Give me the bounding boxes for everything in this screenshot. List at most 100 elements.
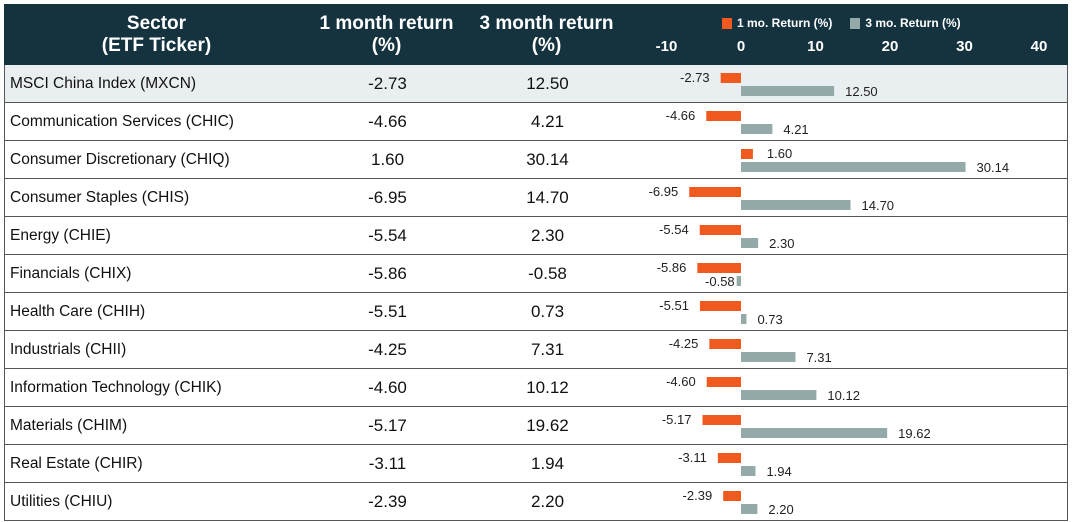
data-label-1m: -2.39 <box>683 488 713 503</box>
header-sector: Sector (ETF Ticker) <box>4 13 309 57</box>
table-row: Energy (CHIE) -5.54 2.30 <box>5 217 1067 255</box>
return-3m: -0.58 <box>528 264 567 283</box>
table-row: Health Care (CHIH) -5.51 0.73 <box>5 293 1067 331</box>
data-label-3m: 4.21 <box>783 122 808 137</box>
table-row: MSCI China Index (MXCN) -2.73 12.50 <box>5 65 1067 103</box>
header-3m-line1: 3 month return <box>479 13 614 34</box>
bar-3m <box>741 504 758 514</box>
bar-chart: -2.73 12.50 -4.66 4.21 1.60 30.14 -6.95 14.70 -5… <box>649 70 1010 517</box>
return-1m: -4.66 <box>368 112 407 131</box>
data-label-1m: -4.66 <box>666 108 696 123</box>
bar-3m <box>741 466 756 476</box>
header-1m-line2: (%) <box>371 35 402 56</box>
header-3m-line2: (%) <box>531 35 562 56</box>
return-3m: 19.62 <box>526 416 569 435</box>
data-label-3m: -0.58 <box>705 274 735 289</box>
bar-3m <box>741 314 747 324</box>
table-row: Consumer Staples (CHIS) -6.95 14.70 <box>5 179 1067 217</box>
bar-1m <box>741 149 753 159</box>
return-3m: 7.31 <box>530 340 565 359</box>
sector-name: Materials (CHIM) <box>10 417 128 434</box>
return-1m: -5.86 <box>368 264 407 283</box>
bar-3m <box>741 124 773 134</box>
sector-name: Information Technology (CHIK) <box>10 379 222 396</box>
table-row: Financials (CHIX) -5.86 -0.58 <box>5 255 1067 293</box>
data-label-1m: -5.51 <box>659 298 689 313</box>
bar-3m <box>741 86 835 96</box>
sector-name: Energy (CHIE) <box>10 227 111 244</box>
return-1m: 1.60 <box>370 150 405 169</box>
return-1m: -2.73 <box>368 74 407 93</box>
x-tick-label: -10 <box>655 38 678 55</box>
return-3m: 2.20 <box>530 492 565 511</box>
bar-1m <box>699 301 741 311</box>
data-label-3m: 10.12 <box>827 388 860 403</box>
table-row: Real Estate (CHIR) -3.11 1.94 <box>5 445 1067 483</box>
chart-legend: 1 mo. Return (%) 3 mo. Return (%) <box>722 16 979 30</box>
header-1m-line1: 1 month return <box>319 13 454 34</box>
return-1m: -2.39 <box>368 492 407 511</box>
x-tick-label: 10 <box>807 38 824 55</box>
return-3m: 10.12 <box>526 378 569 397</box>
return-1m: -5.54 <box>368 226 407 245</box>
data-label-1m: -5.86 <box>657 260 687 275</box>
data-label-3m: 19.62 <box>898 426 931 441</box>
bar-3m <box>741 352 796 362</box>
data-label-3m: 7.31 <box>806 350 831 365</box>
header-3m-return: 3 month return (%) <box>464 13 629 57</box>
sector-name: Financials (CHIX) <box>10 265 132 282</box>
table-row: Communication Services (CHIC) -4.66 4.21 <box>5 103 1067 141</box>
return-1m: -4.60 <box>368 378 407 397</box>
return-3m: 1.94 <box>530 454 565 473</box>
bar-1m <box>699 225 741 235</box>
header-sector-line2: (ETF Ticker) <box>101 35 212 56</box>
return-1m: -6.95 <box>368 188 407 207</box>
bar-3m <box>741 238 759 248</box>
table-body: MSCI China Index (MXCN) -2.73 12.50 Communi… <box>4 65 1068 521</box>
sector-name: Consumer Staples (CHIS) <box>10 189 190 206</box>
data-label-1m: -3.11 <box>678 450 707 465</box>
data-label-3m: 14.70 <box>862 198 895 213</box>
sector-name: Industrials (CHII) <box>10 341 127 358</box>
bar-1m <box>706 377 741 387</box>
data-label-3m: 30.14 <box>977 160 1010 175</box>
legend-label-3m: 3 mo. Return (%) <box>865 16 961 30</box>
legend-swatch-1m <box>722 17 732 29</box>
data-label-1m: -4.60 <box>666 374 696 389</box>
return-3m: 14.70 <box>526 188 569 207</box>
sector-name: MSCI China Index (MXCN) <box>10 75 197 92</box>
return-1m: -3.11 <box>368 454 407 473</box>
header-sector-line1: Sector <box>126 13 187 34</box>
sector-name: Utilities (CHIU) <box>10 493 113 510</box>
data-label-1m: -5.54 <box>659 222 689 237</box>
table-row: Information Technology (CHIK) -4.60 10.12 <box>5 369 1067 407</box>
bar-1m <box>717 453 741 463</box>
bar-3m <box>741 390 817 400</box>
x-tick-label: 0 <box>736 38 746 55</box>
sector-name: Real Estate (CHIR) <box>10 455 143 472</box>
sector-name: Health Care (CHIH) <box>10 303 146 320</box>
bar-1m <box>709 339 741 349</box>
x-tick-label: 40 <box>1030 38 1048 55</box>
return-3m: 30.14 <box>526 150 569 169</box>
legend-swatch-3m <box>850 17 861 29</box>
data-label-3m: 2.30 <box>769 236 794 251</box>
bar-1m <box>723 491 741 501</box>
legend-label-1m: 1 mo. Return (%) <box>737 16 833 30</box>
bar-1m <box>702 415 741 425</box>
return-1m: -5.17 <box>368 416 407 435</box>
bar-1m <box>697 263 741 273</box>
bar-3m <box>736 276 741 286</box>
return-3m: 12.50 <box>526 74 569 93</box>
data-label-1m: -4.25 <box>669 336 699 351</box>
x-tick-label: 30 <box>956 38 973 55</box>
data-label-3m: 2.20 <box>768 502 793 517</box>
bar-3m <box>741 162 966 172</box>
table-row: Consumer Discretionary (CHIQ) 1.60 30.14 <box>5 141 1067 179</box>
header-1m-return: 1 month return (%) <box>309 13 464 57</box>
table-header: Sector (ETF Ticker) 1 month return (%) 3… <box>4 4 1068 65</box>
data-label-3m: 0.73 <box>757 312 782 327</box>
data-label-1m: -2.73 <box>680 70 710 85</box>
x-tick-label: 20 <box>881 38 899 55</box>
bar-1m <box>689 187 741 197</box>
